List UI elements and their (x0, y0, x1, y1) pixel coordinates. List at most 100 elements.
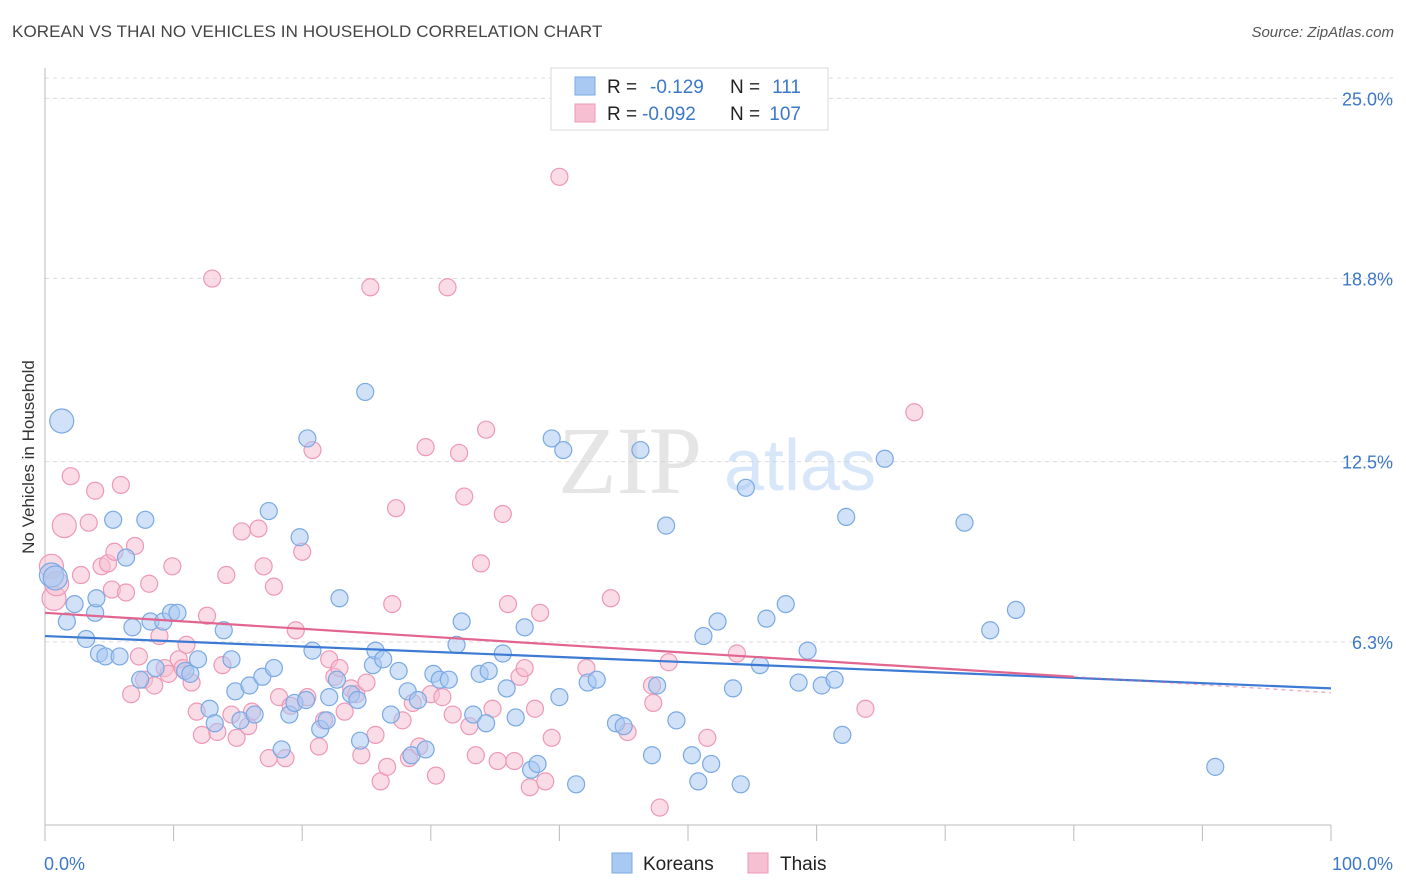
korean-point (389, 661, 408, 681)
korean-point (682, 746, 701, 765)
thai-point (536, 772, 555, 791)
korean-point (550, 688, 569, 707)
thai-point (476, 420, 496, 439)
korean-point (298, 429, 317, 448)
korean-point (416, 740, 435, 759)
thai-point (79, 513, 98, 532)
thai-point (644, 693, 663, 713)
korean-point (327, 670, 347, 689)
korean-point (757, 609, 776, 628)
thai-point (335, 702, 354, 721)
source-label: Source: ZipAtlas.com (1251, 24, 1394, 41)
thai-point (177, 635, 196, 654)
y-tick-label: 18.8% (1342, 270, 1393, 290)
korean-point (320, 688, 339, 707)
korean-point (259, 501, 278, 521)
korean-point (506, 708, 525, 727)
korean-point (116, 548, 136, 567)
korean-point (833, 725, 852, 744)
thai-point (438, 278, 457, 297)
korean-point (264, 658, 284, 678)
series-legend: Koreans Thais (611, 852, 826, 875)
korean-point (476, 714, 496, 733)
korean-point (736, 478, 755, 497)
thai-point (366, 725, 385, 744)
thai-point (698, 728, 717, 747)
thai-r-label: R = (607, 104, 637, 125)
thai-point (531, 603, 550, 622)
thai-n-value: 107 (769, 104, 801, 125)
korean-point (567, 775, 586, 794)
thai-point (443, 705, 462, 724)
korean-point (631, 440, 650, 460)
thai-point (309, 737, 329, 756)
korean-point (731, 775, 750, 794)
thai-point (905, 403, 924, 422)
thai-n-label: N = (730, 104, 760, 125)
thai-point (111, 475, 130, 495)
korean-point (131, 670, 150, 689)
korean-point (528, 754, 547, 774)
korean-point (825, 670, 844, 689)
korean-point (57, 612, 76, 631)
korean-point (542, 429, 561, 448)
korean-point (272, 740, 291, 759)
thai-point (51, 513, 77, 539)
korean-point (723, 679, 743, 698)
korean-point (240, 676, 259, 695)
thais-legend-label: Thais (780, 854, 826, 875)
thai-point (542, 728, 561, 747)
koreans-legend-swatch (611, 852, 633, 874)
thai-point (163, 557, 182, 576)
korean-point (146, 658, 165, 678)
thai-point (129, 647, 148, 666)
korean-point (110, 647, 129, 666)
korean-point (981, 621, 1000, 640)
thai-point (357, 673, 376, 692)
korean-point (694, 626, 713, 646)
thai-point (61, 467, 80, 486)
korean-point (1206, 757, 1225, 776)
thai-point (140, 574, 159, 593)
thai-point (249, 519, 268, 538)
thai-point (377, 757, 397, 776)
thai-point (203, 269, 222, 288)
korean-point (452, 612, 471, 631)
korean-point (205, 714, 224, 733)
korean-point (708, 612, 727, 631)
korean-r-value: -0.129 (650, 77, 704, 98)
korean-point (214, 621, 233, 640)
thai-point (515, 658, 534, 678)
thai-point (361, 278, 380, 297)
thai-point (466, 746, 485, 765)
thai-point (525, 699, 545, 718)
korean-point (789, 673, 808, 692)
thai-trend-line (44, 611, 1074, 678)
korean-point (776, 594, 795, 614)
korean-point (464, 705, 483, 724)
tick-labels: 6.3% 12.5% 18.8% 25.0% 0.0% 100.0% (44, 89, 1393, 874)
korean-point (439, 670, 458, 689)
thai-point (264, 577, 284, 596)
korean-point (330, 589, 349, 608)
thai-point (455, 487, 474, 506)
korean-point (290, 528, 309, 547)
thai-point (498, 594, 518, 614)
korean-point (104, 510, 123, 529)
x-tick-label: 100.0% (1332, 854, 1393, 874)
thai-point (232, 522, 251, 541)
korean-point (702, 754, 721, 774)
thai-trend-extension (1073, 676, 1332, 694)
korean-point (657, 516, 676, 535)
korean-point (168, 603, 187, 622)
thai-point (493, 504, 512, 524)
thai-point (254, 557, 273, 576)
trend-lines (44, 611, 1332, 694)
korean-point (587, 670, 606, 689)
korean-point (356, 382, 375, 402)
korean-point (303, 641, 322, 660)
korean-point (65, 594, 84, 614)
korean-point (296, 690, 316, 710)
watermark: ZIP atlas (558, 407, 876, 514)
korean-point (1006, 600, 1026, 620)
